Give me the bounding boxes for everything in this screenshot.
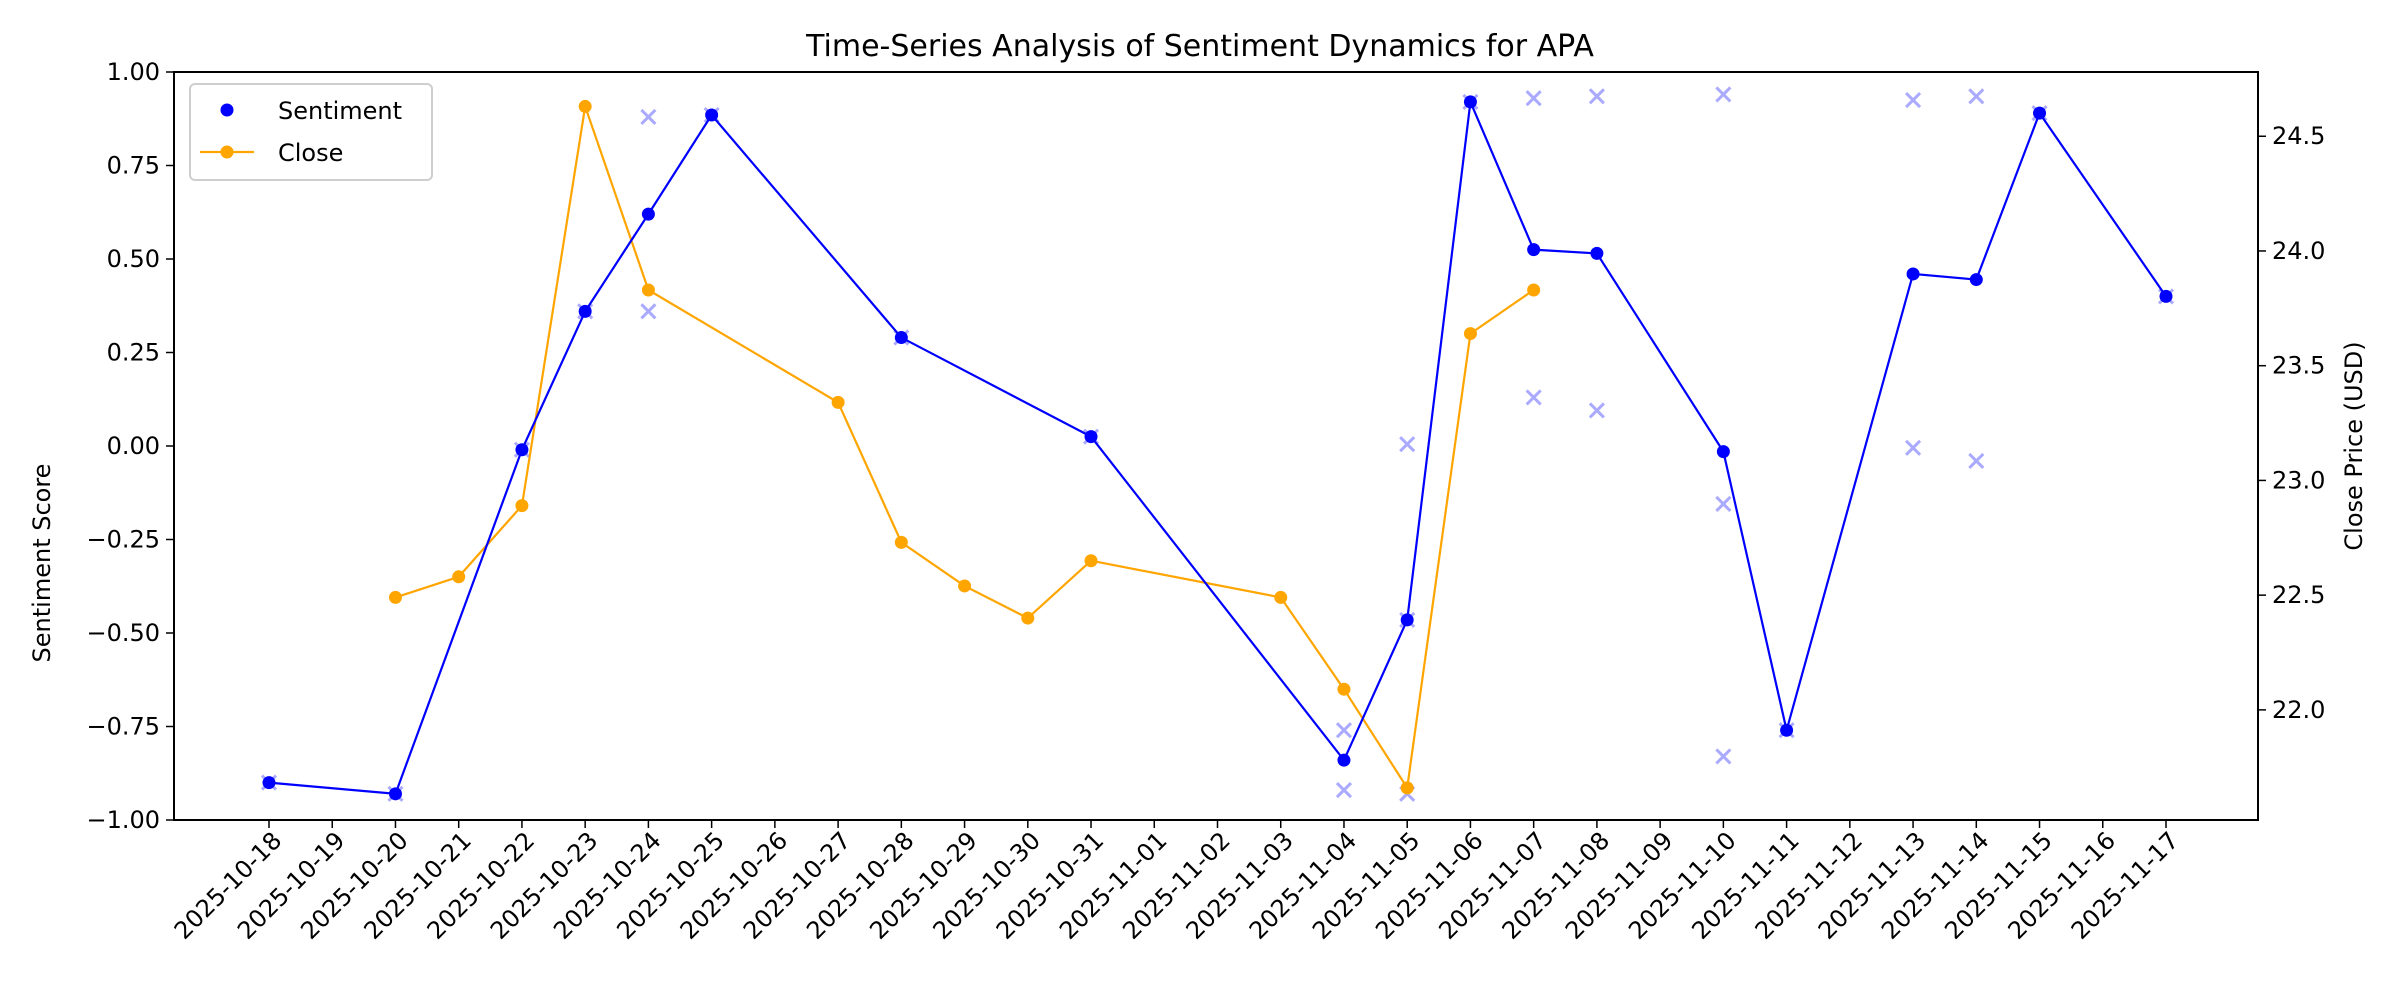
legend-close-marker — [220, 145, 234, 159]
raw-sentiment-x-marker — [1715, 748, 1732, 765]
sentiment-line — [268, 97, 2167, 795]
sentiment-point — [2033, 106, 2047, 120]
y-tick-label: 0.75 — [107, 152, 160, 180]
close-point — [1021, 611, 1035, 625]
close-point — [1527, 283, 1541, 297]
y2-tick-label: 24.5 — [2272, 122, 2325, 150]
sentiment-point — [388, 787, 402, 801]
close-point — [641, 283, 655, 297]
raw-sentiment-x-marker — [1525, 90, 1542, 107]
sentiment-point — [1906, 267, 1920, 281]
legend-sentiment-marker — [220, 103, 234, 117]
y2-tick-label: 23.0 — [2272, 466, 2325, 494]
raw-sentiment-x-marker — [1335, 722, 1353, 739]
close-point — [388, 590, 402, 604]
close-point — [831, 395, 845, 409]
y2-tick-label: 24.0 — [2272, 237, 2325, 265]
y2-tick-label: 23.5 — [2272, 352, 2325, 380]
raw-sentiment-x-marker — [1905, 439, 1922, 456]
sentiment-point — [705, 108, 719, 122]
close-point — [894, 535, 908, 549]
close-point — [1400, 781, 1414, 795]
y-tick-label: −1.00 — [86, 806, 160, 834]
y2-axis-label: Close Price (USD) — [2340, 341, 2368, 550]
close-point — [1084, 554, 1098, 568]
sentiment-point — [894, 331, 908, 345]
raw-sentiment-x-marker — [1588, 402, 1605, 419]
sentiment-point — [1780, 723, 1794, 737]
raw-sentiment-x-marker — [640, 303, 657, 320]
sentiment-point — [515, 443, 529, 457]
close-point — [452, 570, 466, 584]
legend-box — [189, 83, 433, 181]
close-point — [578, 99, 592, 113]
y-tick-label: −0.75 — [86, 713, 160, 741]
raw-sentiment-x-marker — [1335, 782, 1353, 799]
y-tick-label: 0.50 — [107, 245, 160, 273]
raw-sentiment-x-marker — [1715, 86, 1732, 103]
sentiment-point — [641, 207, 655, 221]
sentiment-point — [2159, 289, 2173, 303]
raw-sentiment-x-marker — [1525, 389, 1542, 406]
sentiment-point — [1590, 246, 1604, 260]
raw-sentiment-x-marker — [640, 108, 657, 125]
y-axis-label: Sentiment Score — [28, 464, 56, 663]
y2-tick-label: 22.5 — [2272, 581, 2325, 609]
raw-sentiment-x-marker — [1715, 495, 1732, 513]
sentiment-point — [578, 304, 592, 318]
sentiment-point — [1716, 445, 1730, 459]
plot-area: −1.00 −0.75 −0.50 −0.25 0.00 0.25 0.50 0.75 1.00… — [86, 58, 2325, 945]
raw-sentiment-x-marker — [1588, 88, 1605, 105]
sentiment-point — [1463, 95, 1477, 109]
y-tick-label: 1.00 — [107, 58, 160, 86]
sentiment-point — [1337, 753, 1351, 767]
sentiment-point — [1969, 273, 1983, 287]
close-point — [1463, 327, 1477, 341]
sentiment-point — [1400, 613, 1414, 627]
y-tick-label: −0.50 — [86, 619, 160, 647]
close-point — [515, 499, 529, 513]
close-point — [958, 579, 972, 593]
raw-sentiment-x-marker — [1968, 88, 1985, 105]
y-tick-label: 0.25 — [107, 339, 160, 367]
close-point — [1274, 590, 1288, 604]
y-tick-label: 0.00 — [107, 432, 160, 460]
raw-sentiment-x-marker — [1399, 436, 1416, 453]
plot-frame — [173, 71, 2259, 821]
y-tick-label: −0.25 — [86, 526, 160, 554]
raw-sentiment-x-marker — [1968, 452, 1985, 470]
legend: Sentiment Close — [189, 83, 433, 181]
sentiment-point — [1527, 243, 1541, 257]
close-line — [395, 106, 1535, 791]
raw-sentiment-x-marker — [1905, 91, 1922, 109]
legend-sentiment-label: Sentiment — [278, 97, 402, 125]
close-point — [1337, 682, 1351, 696]
sentiment-point — [1084, 430, 1098, 444]
y2-tick-label: 22.0 — [2272, 696, 2325, 724]
sentiment-point — [262, 776, 276, 790]
chart-title: Time-Series Analysis of Sentiment Dynami… — [805, 29, 1594, 64]
legend-close-label: Close — [278, 139, 343, 167]
